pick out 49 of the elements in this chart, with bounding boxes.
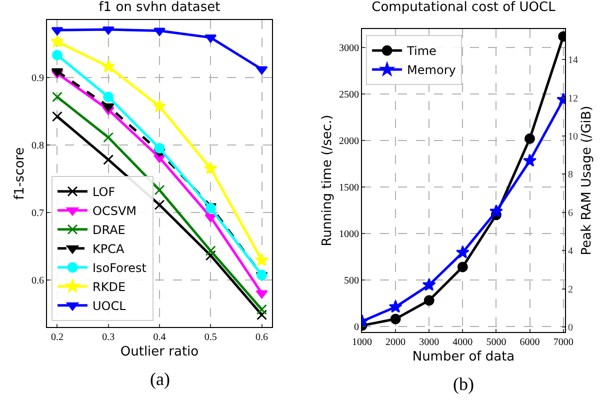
x-tick-label: 0.4 xyxy=(153,332,166,343)
y-tick-label: 0.8 xyxy=(32,140,44,152)
y2-tick-label: 2 xyxy=(568,284,573,296)
y-tick-label: 500 xyxy=(344,275,359,286)
x-tick-label: 0.6 xyxy=(256,332,268,343)
y2-tick-label: 4 xyxy=(568,246,573,258)
legend-label: Time xyxy=(406,44,436,58)
y-tick-label: 0.7 xyxy=(32,208,44,219)
y-tick-label: 3000 xyxy=(339,43,359,54)
y-tick-label: 2000 xyxy=(339,136,359,148)
y2-tick-label: 8 xyxy=(568,170,573,181)
x-tick-label: 0.2 xyxy=(50,332,64,343)
y-tick-label: 1000 xyxy=(339,228,359,240)
x-tick-label: 1000 xyxy=(352,337,372,348)
x-tick-label: 4000 xyxy=(452,337,473,348)
legend-label: RKDE xyxy=(92,280,126,294)
y2-axis-title: Peak RAM Usage (/GiB) xyxy=(580,106,595,256)
y-axis-title: f1-score xyxy=(12,147,28,200)
y-tick-label: 0 xyxy=(354,322,359,333)
chart-title: f1 on svhn dataset xyxy=(98,0,220,16)
legend-label: DRAE xyxy=(92,223,126,238)
chart-title: Computational cost of UOCL xyxy=(372,0,556,16)
x-tick-label: 0.5 xyxy=(204,332,217,343)
y-tick-label: 0.6 xyxy=(32,275,44,286)
x-tick-label: 2000 xyxy=(386,337,406,348)
y-tick-label: 0.9 xyxy=(32,72,44,84)
legend-label: KPCA xyxy=(92,242,125,256)
y-axis-title: Running time (/sec.) xyxy=(320,114,335,246)
y2-tick-label: 6 xyxy=(568,208,573,219)
x-axis-title: Outlier ratio xyxy=(120,344,199,360)
x-tick-label: 0.3 xyxy=(102,332,115,343)
x-tick-label: 3000 xyxy=(419,337,440,348)
y-tick-label: 2500 xyxy=(339,90,359,101)
x-tick-label: 7000 xyxy=(553,337,574,348)
y2-tick-label: 0 xyxy=(568,322,573,334)
text: (b) xyxy=(453,374,474,394)
text: (a) xyxy=(150,369,170,389)
y-tick-label: 1500 xyxy=(339,182,359,194)
legend-label: IsoForest xyxy=(92,261,147,276)
x-tick-label: 6000 xyxy=(520,337,540,348)
legend-label: LOF xyxy=(92,185,116,200)
legend-label: Memory xyxy=(407,63,456,78)
y2-tick-label: 10 xyxy=(568,131,578,142)
y2-tick-label: 14 xyxy=(568,55,578,66)
legend-label: OCSVM xyxy=(92,204,137,218)
x-axis-title: Number of data xyxy=(412,350,515,365)
legend-label: UOCL xyxy=(92,299,126,314)
x-tick-label: 5000 xyxy=(486,337,506,348)
y2-tick-label: 12 xyxy=(568,93,578,104)
